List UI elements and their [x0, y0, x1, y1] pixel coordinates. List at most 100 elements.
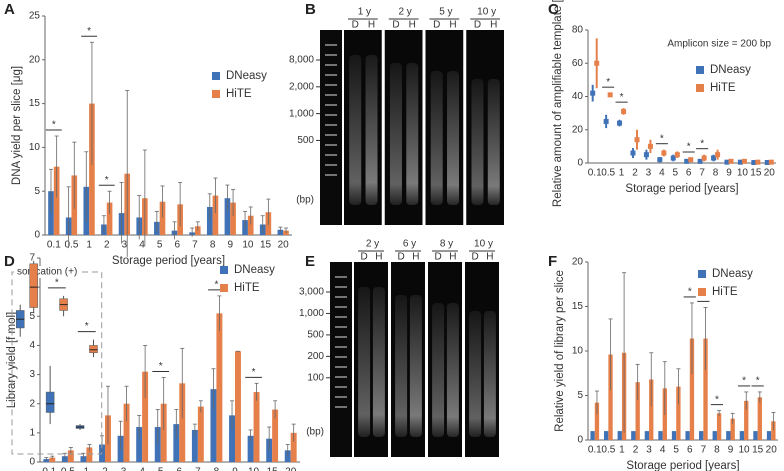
x-tick-label: 7: [699, 168, 705, 179]
bar: [191, 429, 198, 462]
y-tick-label: 0: [29, 457, 35, 468]
x-tick-label: 1: [84, 467, 90, 471]
gel-smear: [471, 79, 484, 205]
lane-label: 2 y: [366, 239, 379, 250]
bar: [53, 166, 60, 235]
x-tick-label: 0.5: [61, 467, 75, 471]
point: [697, 158, 703, 164]
bar: [160, 403, 167, 462]
legend-label: HiTE: [712, 286, 738, 298]
y-tick-label: 25: [29, 11, 41, 22]
x-tick-label: 4: [139, 240, 145, 251]
y-axis-label: Relative yield of library per slice: [554, 270, 566, 432]
x-tick-label: 8: [214, 467, 220, 471]
x-tick-label: 7: [701, 445, 707, 456]
bar: [699, 431, 704, 440]
legend-swatch: [220, 284, 228, 292]
point: [715, 152, 721, 158]
box: [45, 391, 55, 413]
point: [603, 118, 609, 124]
lane-letter: H: [486, 252, 493, 263]
lane-label: 5 y: [439, 7, 452, 18]
x-tick-label: 5: [673, 445, 679, 456]
x-tick-label: 10: [242, 240, 254, 251]
x-tick-label: 0.5: [65, 240, 79, 251]
significance-mark: *: [159, 361, 163, 372]
lane-letter: D: [397, 252, 404, 263]
bar: [173, 424, 180, 462]
x-tick-label: 4: [139, 467, 145, 471]
significance-mark: *: [606, 77, 610, 88]
y-tick-label: 0: [577, 158, 583, 169]
point: [724, 159, 730, 165]
x-tick-label: 1: [619, 445, 625, 456]
legend-swatch: [220, 266, 228, 274]
bar: [635, 382, 640, 440]
significance-mark: *: [688, 287, 692, 298]
bar: [224, 198, 231, 235]
lane-letter: D: [433, 20, 440, 31]
x-tick-label: 6: [177, 467, 183, 471]
bar: [142, 371, 149, 462]
gel-smear: [432, 303, 445, 437]
legend-label: HiTE: [226, 88, 252, 100]
annotation: Amplicon size = 200 bp: [667, 39, 771, 50]
x-tick-label: 10: [739, 445, 751, 456]
gel-smear: [446, 303, 459, 437]
x-tick-label: 9: [232, 467, 238, 471]
gel-smear: [406, 63, 419, 205]
legend-label: DNeasy: [710, 64, 751, 76]
significance-mark: *: [620, 92, 624, 103]
y-tick-label: 80: [572, 25, 584, 36]
y-tick-label: 5: [29, 311, 35, 322]
lane-letter: H: [368, 20, 375, 31]
point: [728, 158, 734, 164]
point: [768, 159, 774, 165]
ladder-label: 1,000: [289, 108, 314, 119]
x-tick-label: 20: [278, 240, 290, 251]
lane-letter: H: [375, 252, 382, 263]
box: [89, 345, 98, 353]
y-tick-label: 60: [572, 58, 584, 69]
lane-label: 8 y: [440, 239, 453, 250]
significance-mark: *: [87, 26, 91, 37]
x-tick-label: 15: [267, 467, 279, 471]
bar: [247, 435, 254, 462]
panel-label: D: [4, 253, 15, 270]
gel-ladder: [330, 262, 352, 457]
x-tick-label: 2: [632, 168, 638, 179]
lane-letter: D: [392, 20, 399, 31]
significance-mark: *: [715, 394, 719, 405]
bar: [89, 103, 95, 235]
x-axis-label: Storage period [years]: [625, 183, 738, 195]
bar: [123, 403, 130, 462]
bar: [608, 354, 613, 440]
gel-smear: [447, 71, 460, 205]
bar: [744, 400, 749, 440]
legend-label: DNeasy: [226, 70, 267, 82]
bar: [604, 431, 609, 440]
bar: [703, 338, 708, 440]
bar: [212, 195, 219, 235]
x-tick-label: 7: [192, 240, 198, 251]
gel-smear: [365, 55, 378, 205]
box: [29, 263, 38, 308]
bar: [86, 447, 93, 462]
x-tick-label: 5: [158, 467, 164, 471]
bar: [49, 457, 56, 462]
gel-smear: [358, 287, 371, 437]
bar: [771, 421, 776, 440]
point: [630, 150, 636, 156]
x-tick-label: 1: [86, 240, 92, 251]
y-tick-label: 40: [572, 91, 584, 102]
bar: [631, 431, 636, 440]
bar: [753, 431, 758, 440]
ladder-label: 500: [297, 135, 314, 146]
bar: [159, 201, 166, 235]
x-tick-label: 1: [619, 168, 625, 179]
x-tick-label: 5: [157, 240, 163, 251]
x-tick-label: 4: [659, 168, 665, 179]
panel-label: E: [305, 253, 315, 270]
bar: [716, 413, 722, 440]
